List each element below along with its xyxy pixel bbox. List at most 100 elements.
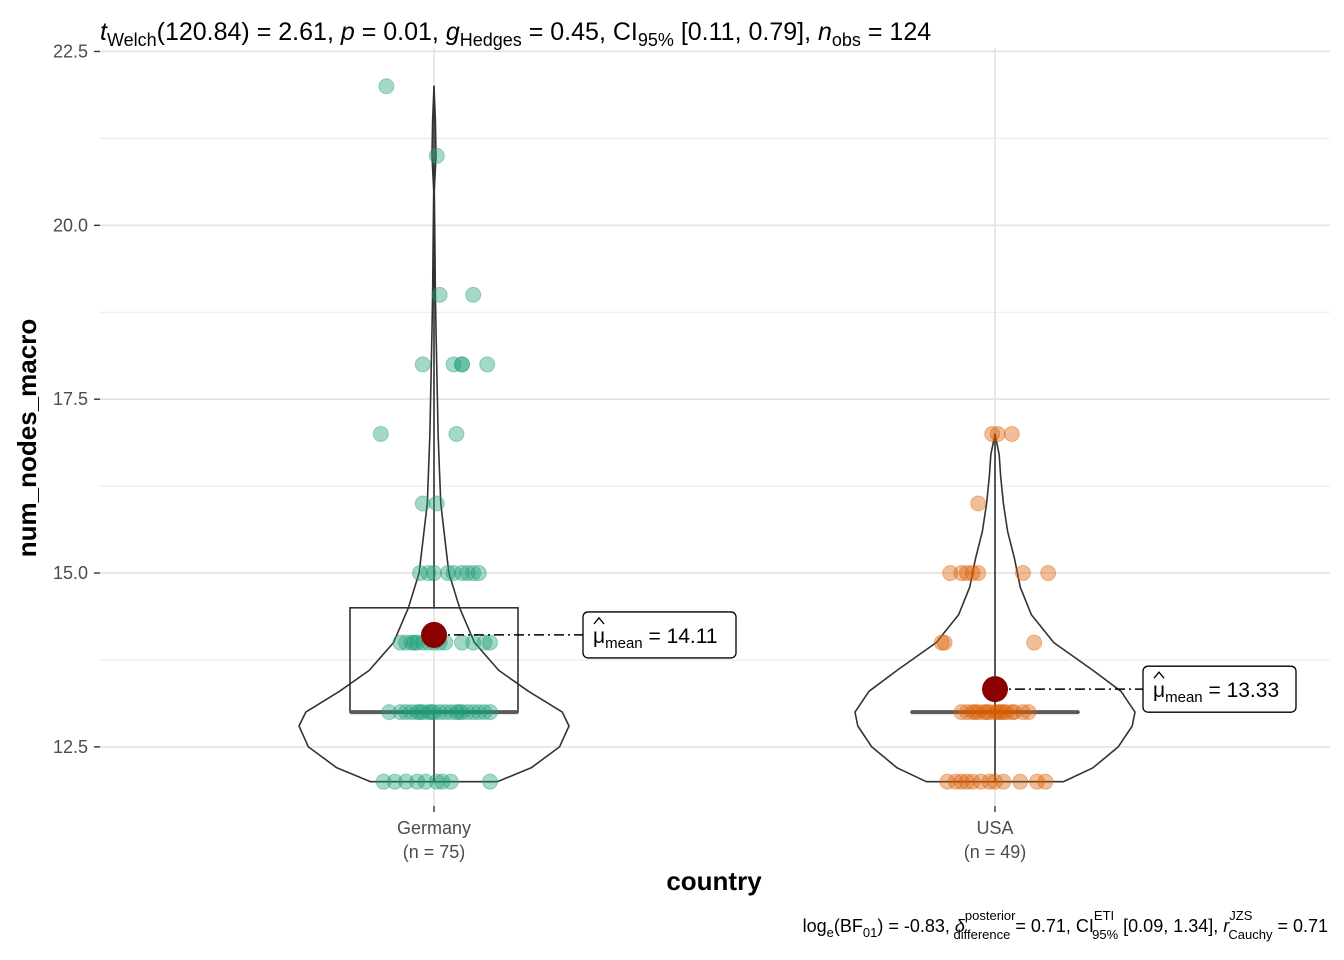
data-point [375,773,392,790]
data-point [454,356,470,373]
data-point [970,495,987,512]
grid-lines [100,48,1330,806]
data-point [398,773,414,790]
data-point [953,704,970,721]
data-point [936,634,953,651]
data-point [445,565,462,582]
data-point [959,565,975,582]
data-point [454,704,470,721]
y-tick-label: 20.0 [53,215,88,235]
data-point [953,565,970,582]
data-point [987,773,1003,790]
data-point [398,704,414,721]
data-points [372,78,1057,790]
x-axis-title: country [666,866,762,896]
caption: loge(BF01) = -0.83, δposterior difference… [803,908,1328,942]
boxplots [349,86,1080,782]
data-point [440,565,456,582]
data-point [403,704,420,721]
data-point [428,773,445,790]
data-point [428,495,445,512]
data-point [426,704,442,721]
data-point [434,773,451,790]
data-point [392,704,409,721]
data-point [989,425,1006,442]
data-point [939,773,956,790]
data-point [1040,565,1057,582]
mean-point [421,621,447,648]
violin-usa [854,433,1136,783]
data-point [970,704,987,721]
data-point [442,773,459,790]
data-point [995,704,1012,721]
data-point [959,773,975,790]
data-point [386,773,403,790]
data-point [1006,704,1023,721]
data-point [995,773,1012,790]
y-axis-title: num_nodes_macro [12,319,42,557]
data-point [998,704,1015,721]
mean-point [982,676,1008,703]
data-point [417,773,434,790]
data-point [454,356,470,373]
x-tick-label: USA [976,818,1013,838]
data-point [975,704,992,721]
data-point [423,704,440,721]
y-axis: 12.5 15.0 17.5 20.0 22.5 [53,41,100,757]
data-point [1012,773,1029,790]
mean-label-box [1142,665,1297,713]
data-point [459,565,476,582]
hat-accent [1153,671,1165,679]
data-point [412,704,428,721]
data-point [412,565,428,582]
data-point [381,704,398,721]
data-point [414,356,431,373]
data-point [964,773,981,790]
data-point [1003,425,1020,442]
mean-label-box [582,611,737,659]
data-point [448,704,465,721]
data-point [459,704,476,721]
hat-accent [593,616,605,625]
data-point [448,425,465,442]
data-point [964,565,981,582]
data-point [482,634,498,651]
data-point [482,704,498,721]
data-point [437,704,454,721]
data-point [414,704,431,721]
mean-label: μmean = 14.11 [593,625,718,652]
data-point [426,565,442,582]
y-tick-label: 15.0 [53,563,88,583]
data-point [476,634,493,651]
data-point [476,704,493,721]
data-point [1026,634,1043,651]
data-point [984,425,1001,442]
data-point [465,286,482,303]
x-tick-label: Germany [397,818,471,838]
data-point [953,773,970,790]
data-point [431,704,448,721]
data-point [428,147,445,164]
data-point [465,565,482,582]
x-axis: Germany (n = 75) USA (n = 49) [397,806,1026,862]
data-point [942,565,959,582]
data-point [1015,704,1031,721]
data-point [973,773,989,790]
data-point [959,704,975,721]
data-point [981,773,998,790]
x-tick-count: (n = 75) [403,842,466,862]
data-point [933,634,950,651]
data-point [372,425,389,442]
y-tick-label: 17.5 [53,389,88,409]
data-point [479,356,496,373]
y-tick-label: 12.5 [53,737,88,757]
mean-markers: μmean = 14.11 μmean = 13.33 [421,611,1297,713]
data-point [445,356,462,373]
data-point [392,634,409,651]
data-point [1029,773,1045,790]
subtitle: tWelch(120.84) = 2.61, p = 0.01, gHedges… [100,18,931,50]
data-point [992,704,1009,721]
data-point [398,634,414,651]
